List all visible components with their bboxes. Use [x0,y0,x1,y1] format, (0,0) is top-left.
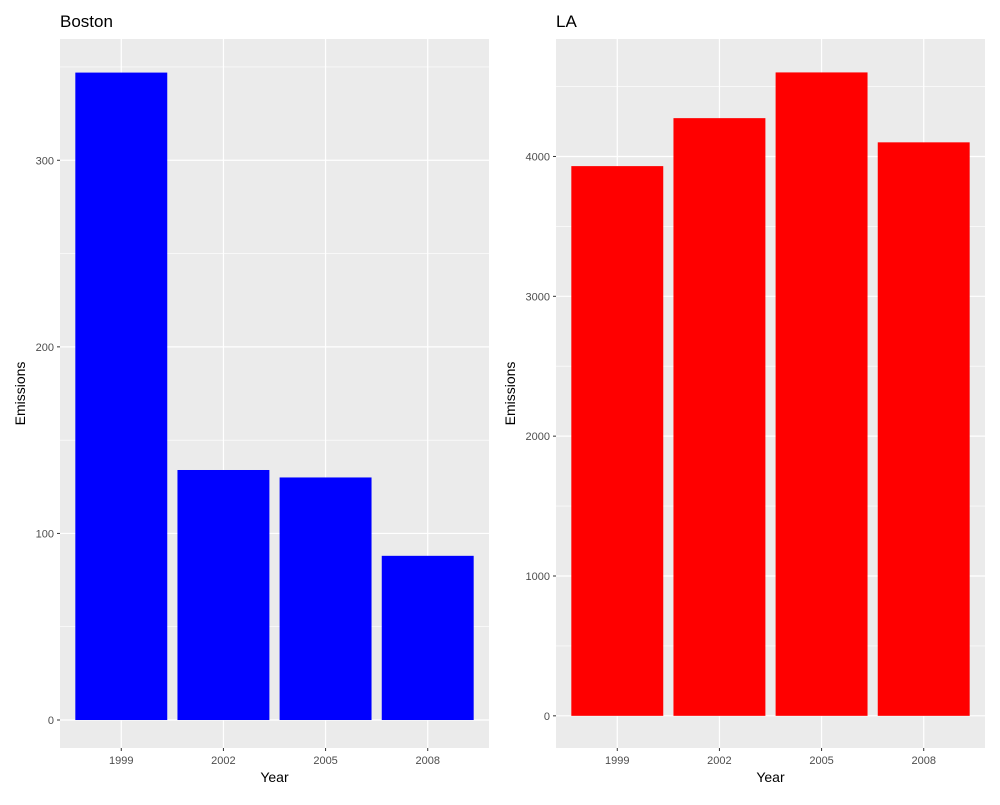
la-panel-title: LA [556,12,577,31]
boston-x-axis: 1999 2002 2005 2008 [109,748,440,767]
la-x-tick-label: 2005 [809,755,833,767]
la-y-tick-label: 3000 [526,291,550,303]
boston-x-axis-title: Year [260,769,289,785]
la-x-tick-label: 2002 [707,755,731,767]
boston-y-tick-label: 200 [36,342,54,354]
la-y-tick-label: 4000 [526,151,550,163]
boston-bar-2005 [279,477,372,721]
boston-bar-2008 [381,555,474,721]
boston-y-axis: 0 100 200 300 [36,155,60,727]
boston-panel-title: Boston [60,12,113,31]
la-bar-2008 [877,142,970,716]
boston-x-tick-label: 2005 [313,755,337,767]
la-bar-2005 [775,72,868,716]
la-y-tick-label: 2000 [526,431,550,443]
boston-bar-1999 [75,72,168,721]
boston-bars [75,72,474,721]
la-bar-1999 [571,166,664,716]
la-y-axis-title: Emissions [502,362,518,426]
boston-bar-2002 [177,469,270,721]
boston-x-tick-label: 2008 [415,755,439,767]
boston-y-tick-label: 300 [36,155,54,167]
la-panel: LA 0 1000 2000 3000 4000 1999 2002 2005 2008 Ye… [502,12,985,785]
la-bars [571,72,970,716]
boston-x-tick-label: 1999 [109,755,133,767]
la-y-tick-label: 1000 [526,571,550,583]
la-x-tick-label: 1999 [605,755,629,767]
la-x-axis: 1999 2002 2005 2008 [605,748,936,767]
boston-y-axis-title: Emissions [12,362,28,426]
la-y-tick-label: 0 [544,711,550,723]
la-bar-2002 [673,118,766,716]
la-x-tick-label: 2008 [911,755,935,767]
la-x-axis-title: Year [756,769,785,785]
boston-x-tick-label: 2002 [211,755,235,767]
boston-y-tick-label: 0 [48,715,54,727]
boston-y-tick-label: 100 [36,528,54,540]
la-y-axis: 0 1000 2000 3000 4000 [526,151,556,723]
